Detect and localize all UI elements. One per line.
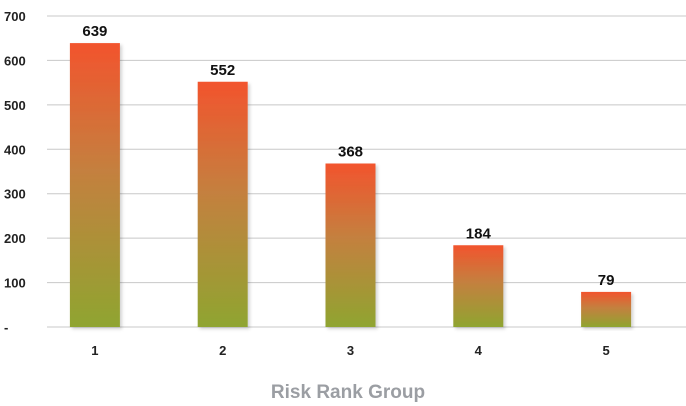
bar-3 <box>325 163 376 327</box>
data-label: 552 <box>210 62 235 79</box>
x-tick-label: 1 <box>91 343 98 358</box>
x-tick-label: 4 <box>475 343 483 358</box>
x-axis-tick-labels: 1 2 3 4 5 <box>91 343 609 358</box>
y-tick-label: 100 <box>4 276 26 291</box>
y-tick-label: - <box>4 320 8 335</box>
y-tick-label: 400 <box>4 142 26 157</box>
y-tick-label: 500 <box>4 98 26 113</box>
bar-5 <box>581 291 632 327</box>
y-tick-label: 600 <box>4 53 26 68</box>
y-tick-label: 300 <box>4 187 26 202</box>
x-tick-label: 3 <box>347 343 354 358</box>
data-label: 368 <box>338 144 363 161</box>
x-tick-label: 2 <box>219 343 226 358</box>
data-labels: 639 552 368 184 79 <box>82 23 614 289</box>
x-axis-title: Risk Rank Group <box>271 382 425 403</box>
bars <box>69 43 632 327</box>
bar-2 <box>197 81 248 327</box>
y-axis-tick-labels: - 100 200 300 400 500 600 700 <box>4 9 26 335</box>
y-tick-label: 700 <box>4 9 26 24</box>
bar-4 <box>453 245 504 327</box>
data-label: 79 <box>598 272 615 289</box>
data-label: 639 <box>82 23 107 40</box>
y-tick-label: 200 <box>4 231 26 246</box>
data-label: 184 <box>466 225 492 242</box>
x-tick-label: 5 <box>602 343 609 358</box>
bar-1 <box>69 43 120 327</box>
